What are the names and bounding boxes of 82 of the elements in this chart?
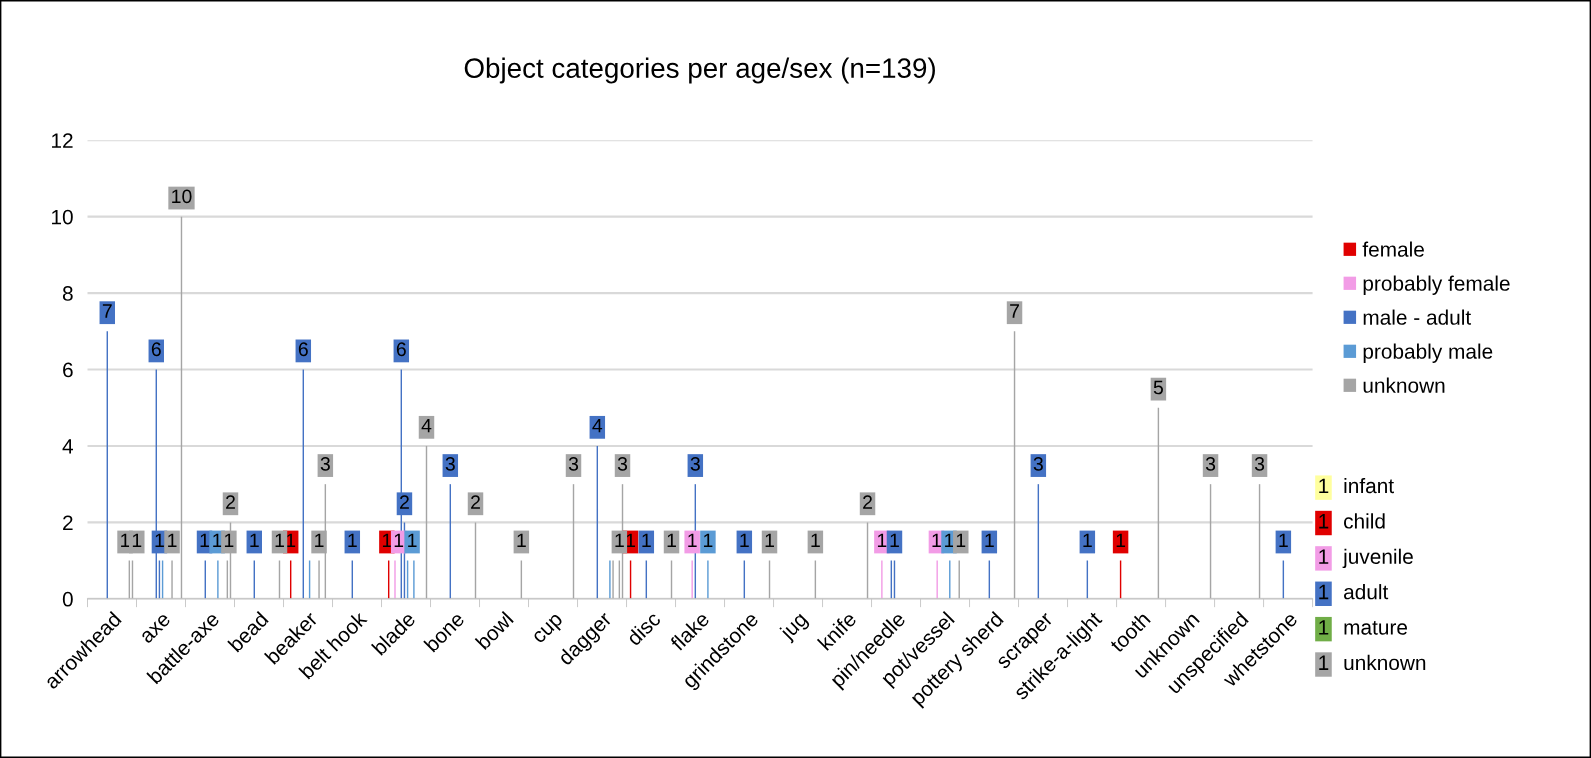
data-label: 1	[642, 533, 651, 548]
data-label: 3	[568, 457, 579, 471]
legend-label: probably female	[1363, 275, 1510, 295]
data-label: 1	[688, 533, 697, 548]
data-label: 1	[740, 533, 749, 548]
category-label: mature	[1344, 621, 1408, 635]
x-tick-label: cup	[532, 613, 567, 647]
data-label: 3	[320, 457, 330, 471]
data-label: 1	[1279, 533, 1288, 548]
y-tick-label: 8	[62, 286, 73, 301]
data-label: 3	[1205, 457, 1216, 471]
data-label: 1	[956, 533, 966, 548]
legend-label: probably male	[1363, 343, 1493, 363]
category-label: juvenile	[1342, 548, 1413, 569]
data-label: 1	[1319, 514, 1329, 529]
data-label: 1	[985, 533, 994, 548]
data-label: 2	[471, 495, 480, 509]
data-label: 3	[445, 457, 455, 471]
y-tick-label: 6	[63, 362, 73, 378]
data-label: 2	[863, 495, 872, 509]
data-label: 3	[617, 457, 628, 471]
data-label: 6	[298, 342, 308, 357]
data-label: 2	[226, 495, 235, 509]
data-label: 1	[877, 533, 887, 548]
y-tick-label: 4	[62, 439, 74, 454]
data-label: 1	[1319, 478, 1329, 494]
data-label: 1	[286, 533, 296, 548]
data-label: 1	[250, 533, 259, 548]
data-label: 1	[615, 533, 624, 548]
category-label: child	[1344, 513, 1385, 529]
y-tick-label: 0	[62, 591, 73, 607]
data-label: 1	[408, 533, 417, 548]
y-tick-label: 12	[52, 133, 73, 148]
data-label: 1	[275, 533, 284, 548]
data-label: 1	[517, 533, 526, 548]
data-label: 1	[811, 533, 820, 548]
data-label: 1	[890, 533, 899, 548]
data-label: 1	[626, 533, 636, 548]
data-label: 1	[155, 533, 164, 548]
data-label: 1	[945, 533, 954, 548]
data-label: 3	[1033, 457, 1043, 471]
category-label: infant	[1344, 477, 1394, 494]
data-label: 1	[132, 533, 142, 548]
data-label: 1	[394, 533, 404, 548]
legend-label: unknown	[1363, 377, 1445, 393]
data-label: 1	[667, 533, 676, 548]
data-label: 3	[690, 457, 700, 471]
x-tick-label: disc	[625, 610, 662, 647]
data-label: 1	[348, 533, 357, 548]
data-label: 1	[168, 533, 177, 548]
data-label: 1	[382, 533, 392, 548]
y-tick-label: 2	[63, 515, 73, 530]
data-label: 1	[315, 533, 324, 548]
data-label: 1	[932, 533, 941, 548]
data-label: 5	[1153, 380, 1163, 395]
data-label: 1	[1083, 533, 1092, 548]
data-label: 6	[396, 342, 406, 357]
data-label: 1	[121, 533, 130, 548]
legend-label: male - adult	[1363, 309, 1472, 325]
data-label: 1	[213, 533, 222, 548]
data-label: 4	[592, 418, 603, 433]
y-tick-label: 10	[52, 209, 73, 225]
data-label: 2	[400, 495, 409, 509]
data-label: 1	[1319, 584, 1329, 600]
data-label: 7	[102, 304, 112, 318]
data-label: 6	[151, 342, 161, 357]
x-tick-label: jug	[778, 610, 811, 644]
data-label: 7	[1010, 304, 1019, 318]
data-label: 1	[1116, 533, 1126, 548]
data-label: 1	[1319, 620, 1329, 635]
category-label: adult	[1344, 584, 1389, 600]
data-label: 10	[172, 189, 192, 204]
data-label: 4	[421, 418, 432, 433]
data-label: 1	[1319, 549, 1329, 564]
data-label: 1	[200, 533, 209, 548]
legend-label: female	[1362, 241, 1424, 257]
data-label: 1	[1319, 655, 1329, 670]
data-label: 1	[765, 533, 774, 548]
data-label: 3	[1254, 457, 1265, 471]
data-label: 1	[224, 533, 234, 548]
data-label: 1	[703, 533, 713, 548]
chart-title: Object categories per age/sex (n=139)	[464, 57, 935, 84]
